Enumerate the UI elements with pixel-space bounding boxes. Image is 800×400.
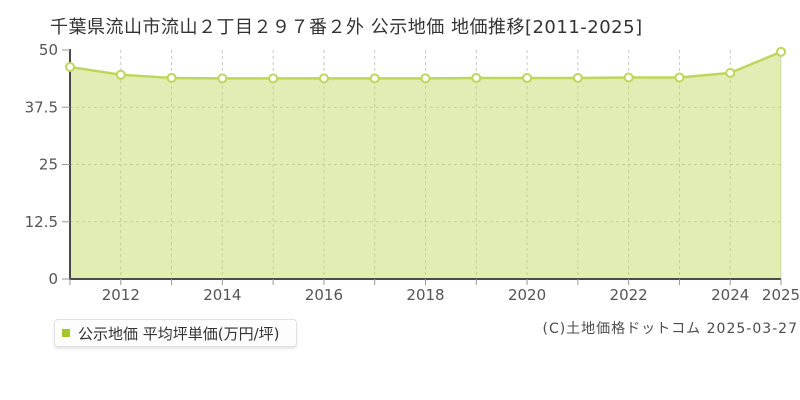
- data-point[interactable]: [674, 72, 685, 83]
- data-point[interactable]: [522, 72, 533, 83]
- data-point[interactable]: [572, 72, 583, 83]
- x-tick-label: 2018: [406, 286, 444, 304]
- x-tick-label: 2012: [102, 286, 140, 304]
- y-tick-label: 50: [39, 41, 58, 59]
- x-tick-label: 2025: [762, 286, 800, 304]
- legend: 公示地価 平均坪単価(万円/坪): [54, 319, 297, 347]
- data-point[interactable]: [115, 69, 126, 80]
- y-tick-label: 12.5: [25, 213, 58, 231]
- x-tick-label: 2022: [610, 286, 648, 304]
- data-point[interactable]: [217, 73, 228, 84]
- x-tick-label: 2024: [711, 286, 749, 304]
- copyright-text: (C)土地価格ドットコム 2025-03-27: [542, 321, 798, 337]
- price-trend-area-chart: 0 12.5 25 37.5 50 2012 2014 2016 2018 2020 2022 202…: [25, 41, 800, 304]
- y-tick-label: 0: [48, 270, 58, 288]
- y-tick-label: 37.5: [25, 98, 58, 116]
- x-tick-label: 2016: [305, 286, 343, 304]
- data-point[interactable]: [268, 73, 279, 84]
- x-tick-label: 2014: [203, 286, 241, 304]
- data-point[interactable]: [776, 46, 786, 57]
- x-tick-label: 2020: [508, 286, 546, 304]
- data-point[interactable]: [318, 73, 329, 84]
- series-area-fill: [70, 51, 781, 279]
- data-point[interactable]: [420, 73, 431, 84]
- chart-title: 千葉県流山市流山２丁目２９７番２外 公示地価 地価推移[2011-2025]: [50, 17, 643, 38]
- legend-label: 公示地価 平均坪単価(万円/坪): [78, 324, 280, 343]
- data-point[interactable]: [166, 72, 177, 83]
- y-tick-label: 25: [39, 156, 58, 174]
- data-point[interactable]: [471, 72, 482, 83]
- data-point[interactable]: [623, 72, 634, 83]
- data-point[interactable]: [369, 73, 380, 84]
- data-point[interactable]: [65, 61, 75, 72]
- data-point[interactable]: [725, 67, 736, 78]
- legend-marker-icon: [62, 329, 70, 337]
